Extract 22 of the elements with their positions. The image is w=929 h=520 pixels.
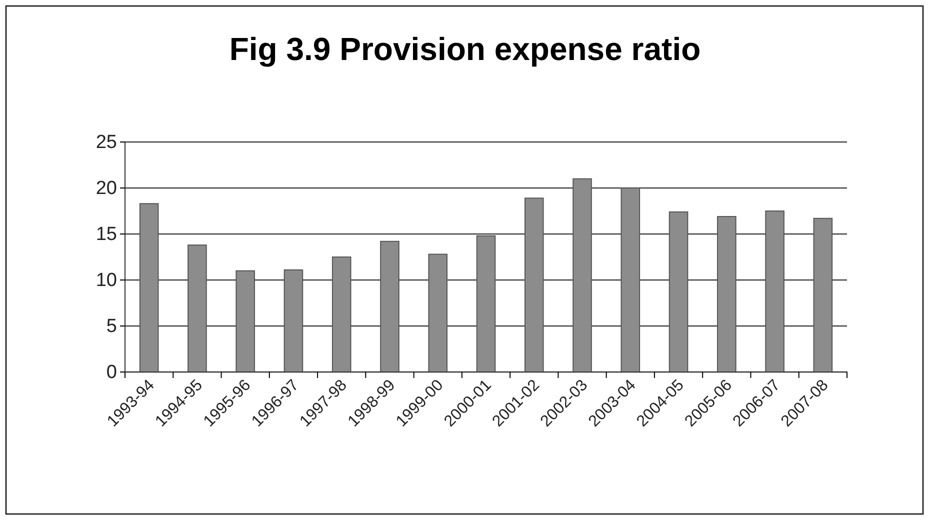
bar <box>524 198 544 372</box>
y-tick-label: 0 <box>106 362 117 384</box>
bar <box>236 270 255 372</box>
bar <box>476 235 496 372</box>
bar <box>717 216 736 372</box>
bar <box>668 211 688 372</box>
y-tick-label: 20 <box>96 178 117 200</box>
y-tick-label: 15 <box>96 224 117 246</box>
chart-title: Fig 3.9 Provision expense ratio <box>229 31 701 67</box>
y-tick-label: 25 <box>96 132 117 154</box>
y-tick-label: 10 <box>96 270 117 292</box>
bar <box>188 244 207 372</box>
bar <box>813 218 833 372</box>
bar <box>620 188 640 372</box>
bar <box>139 203 159 372</box>
bar <box>572 178 592 372</box>
bar <box>380 240 400 372</box>
bar <box>428 254 448 372</box>
bar <box>332 256 352 372</box>
bar <box>765 210 784 372</box>
bar <box>284 269 304 372</box>
y-tick-label: 5 <box>106 316 117 338</box>
